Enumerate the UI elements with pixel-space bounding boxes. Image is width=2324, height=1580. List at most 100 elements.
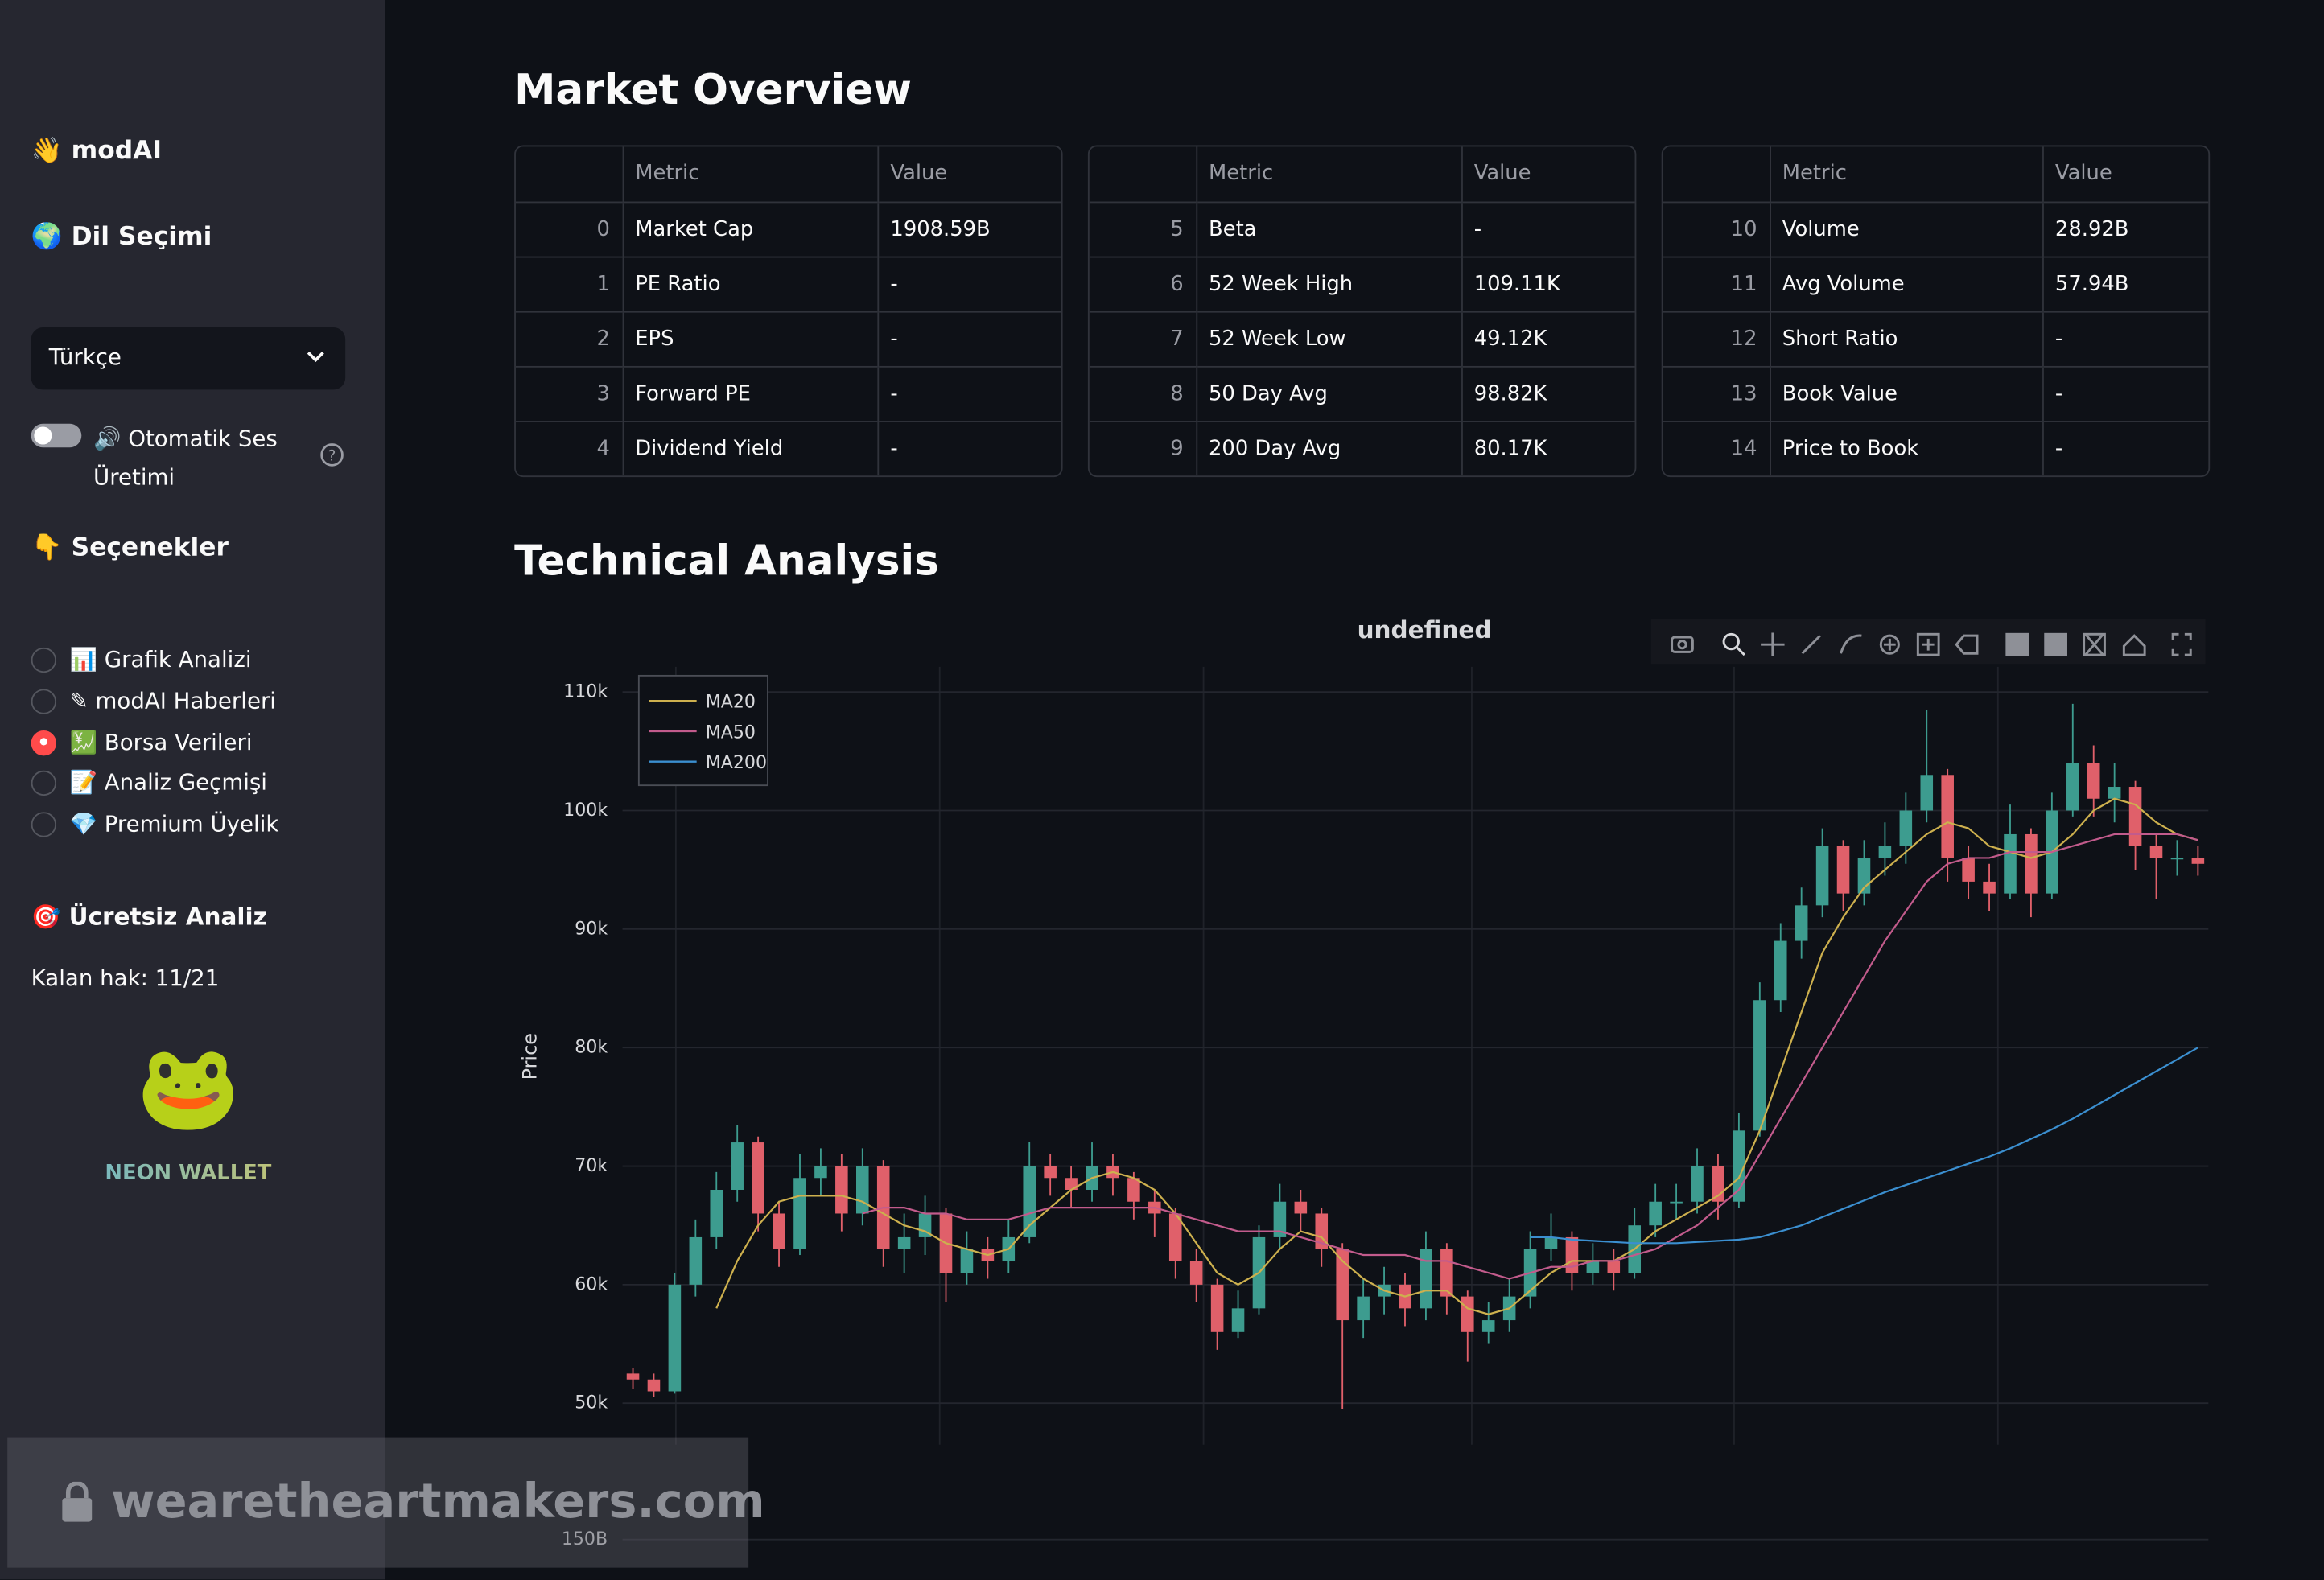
language-heading: 🌍 Dil Seçimi bbox=[31, 222, 212, 253]
candle-body bbox=[2087, 763, 2100, 799]
candle-body bbox=[2191, 858, 2205, 864]
cell: 28.92B bbox=[2042, 200, 2209, 257]
watermark: wearetheartmakers.com bbox=[7, 1437, 765, 1568]
index-cell: 4 bbox=[515, 420, 624, 476]
remaining: Kalan hak: 11/21 bbox=[31, 965, 220, 992]
candle-body bbox=[1544, 1236, 1558, 1249]
cell: 200 Day Avg bbox=[1196, 420, 1462, 476]
cell: 109.11K bbox=[1461, 255, 1635, 311]
option-label: 💹 Borsa Verileri bbox=[69, 728, 253, 755]
index-cell: 8 bbox=[1089, 365, 1197, 422]
y-axis-label: Price bbox=[518, 1033, 541, 1080]
radio[interactable] bbox=[31, 730, 56, 755]
candle-body bbox=[1962, 858, 1975, 882]
candle-body bbox=[1670, 1201, 1683, 1204]
cell: 57.94B bbox=[2042, 255, 2209, 311]
row: 10 Volume 28.92B bbox=[1663, 200, 2209, 257]
ma-line bbox=[1530, 1047, 2198, 1245]
cell: - bbox=[877, 255, 1061, 311]
y-tick-label: 90k bbox=[575, 918, 608, 939]
free-heading: 🎯 Ücretsiz Analiz bbox=[31, 902, 267, 931]
chevron bbox=[307, 352, 324, 363]
index-cell: 0 bbox=[515, 200, 624, 257]
candle-body bbox=[1357, 1296, 1370, 1321]
wallet-label[interactable]: NEON WALLET bbox=[0, 1162, 377, 1185]
candle-body bbox=[1836, 846, 1850, 894]
cell: 52 Week High bbox=[1196, 255, 1462, 311]
candle-body bbox=[1440, 1249, 1453, 1297]
cell: - bbox=[2042, 420, 2209, 476]
row: 3 Forward PE - bbox=[515, 365, 1061, 422]
candle-body bbox=[1753, 1000, 1766, 1131]
candle-body bbox=[2004, 833, 2017, 894]
radio[interactable] bbox=[31, 771, 56, 796]
radio[interactable] bbox=[31, 647, 56, 673]
x-grid bbox=[674, 666, 1999, 1445]
option-label: ✎ modAI Haberleri bbox=[69, 687, 276, 714]
row: 14 Price to Book - bbox=[1663, 420, 2209, 476]
index-cell: 1 bbox=[515, 255, 624, 311]
candle-body bbox=[793, 1178, 806, 1249]
candle-body bbox=[835, 1166, 848, 1214]
help-icon[interactable]: ? bbox=[319, 442, 345, 468]
candle-body bbox=[2149, 846, 2163, 858]
options-heading: 👇 Seçenekler bbox=[31, 533, 229, 563]
table: Metric Value 5 Beta -6 52 Week High 109.11K 7 52… bbox=[1089, 146, 1635, 476]
language-select[interactable]: Türkçe bbox=[31, 327, 346, 390]
cell: - bbox=[1461, 200, 1635, 257]
row: 7 52 Week Low 49.12K bbox=[1089, 310, 1635, 366]
candle-body bbox=[897, 1236, 911, 1249]
toggle-label: 🔊 Otomatik Ses Üretimi bbox=[93, 425, 278, 491]
header-cell: Metric bbox=[622, 146, 879, 202]
metrics-table: Metric Value 0 Market Cap 1908.59B 1 PE Ratio -… bbox=[514, 145, 1063, 478]
lock-icon bbox=[62, 1481, 93, 1522]
cell: - bbox=[2042, 310, 2209, 366]
candle-body bbox=[1607, 1261, 1621, 1273]
y-tick-label: 60k bbox=[575, 1273, 608, 1294]
row: 11 Avg Volume 57.94B bbox=[1663, 255, 2209, 311]
legend-label: MA20 bbox=[706, 692, 756, 713]
row: 4 Dividend Yield - bbox=[515, 420, 1061, 476]
candle-body bbox=[1065, 1178, 1078, 1190]
index-cell: 6 bbox=[1089, 255, 1197, 311]
cell: PE Ratio bbox=[622, 255, 879, 311]
candle-body bbox=[1899, 810, 1913, 846]
candle-body bbox=[1481, 1320, 1495, 1332]
chart-title: undefined bbox=[1358, 616, 1492, 644]
candle-body bbox=[1273, 1201, 1287, 1237]
cell: - bbox=[877, 365, 1061, 422]
y-tick-label: 70k bbox=[575, 1155, 608, 1176]
metrics-table: Metric Value 10 Volume 28.92B 11 Avg Volume 57.… bbox=[1661, 145, 2211, 478]
header-cell: Value bbox=[890, 162, 948, 186]
candle-body bbox=[1461, 1296, 1474, 1332]
header-row: Metric Value bbox=[1663, 146, 2209, 202]
modebar-icons[interactable] bbox=[1671, 632, 2192, 656]
cell: EPS bbox=[622, 310, 879, 366]
index-cell: 10 bbox=[1663, 200, 1771, 257]
toggle[interactable] bbox=[31, 423, 82, 448]
candle-body bbox=[647, 1379, 661, 1392]
candle-body bbox=[1941, 775, 1954, 858]
candle-body bbox=[1795, 905, 1808, 941]
row: 12 Short Ratio - bbox=[1663, 310, 2209, 366]
index-cell: 14 bbox=[1663, 420, 1771, 476]
cell: Forward PE bbox=[622, 365, 879, 422]
candle-body bbox=[1774, 940, 1787, 1001]
header-cell bbox=[515, 146, 624, 202]
cell: - bbox=[877, 310, 1061, 366]
candle-body bbox=[960, 1249, 974, 1273]
index-cell: 11 bbox=[1663, 255, 1771, 311]
row: 8 50 Day Avg 98.82K bbox=[1089, 365, 1635, 422]
table: Metric Value 0 Market Cap 1908.59B 1 PE Ratio -… bbox=[515, 146, 1061, 476]
candle-body bbox=[2066, 763, 2079, 811]
cell: 52 Week Low bbox=[1196, 310, 1462, 366]
overview-title: Market Overview bbox=[514, 65, 912, 114]
radio[interactable] bbox=[31, 812, 56, 837]
row: 13 Book Value - bbox=[1663, 365, 2209, 422]
radio[interactable] bbox=[31, 689, 56, 714]
candle-body bbox=[1231, 1308, 1245, 1332]
cell: Dividend Yield bbox=[622, 420, 879, 476]
